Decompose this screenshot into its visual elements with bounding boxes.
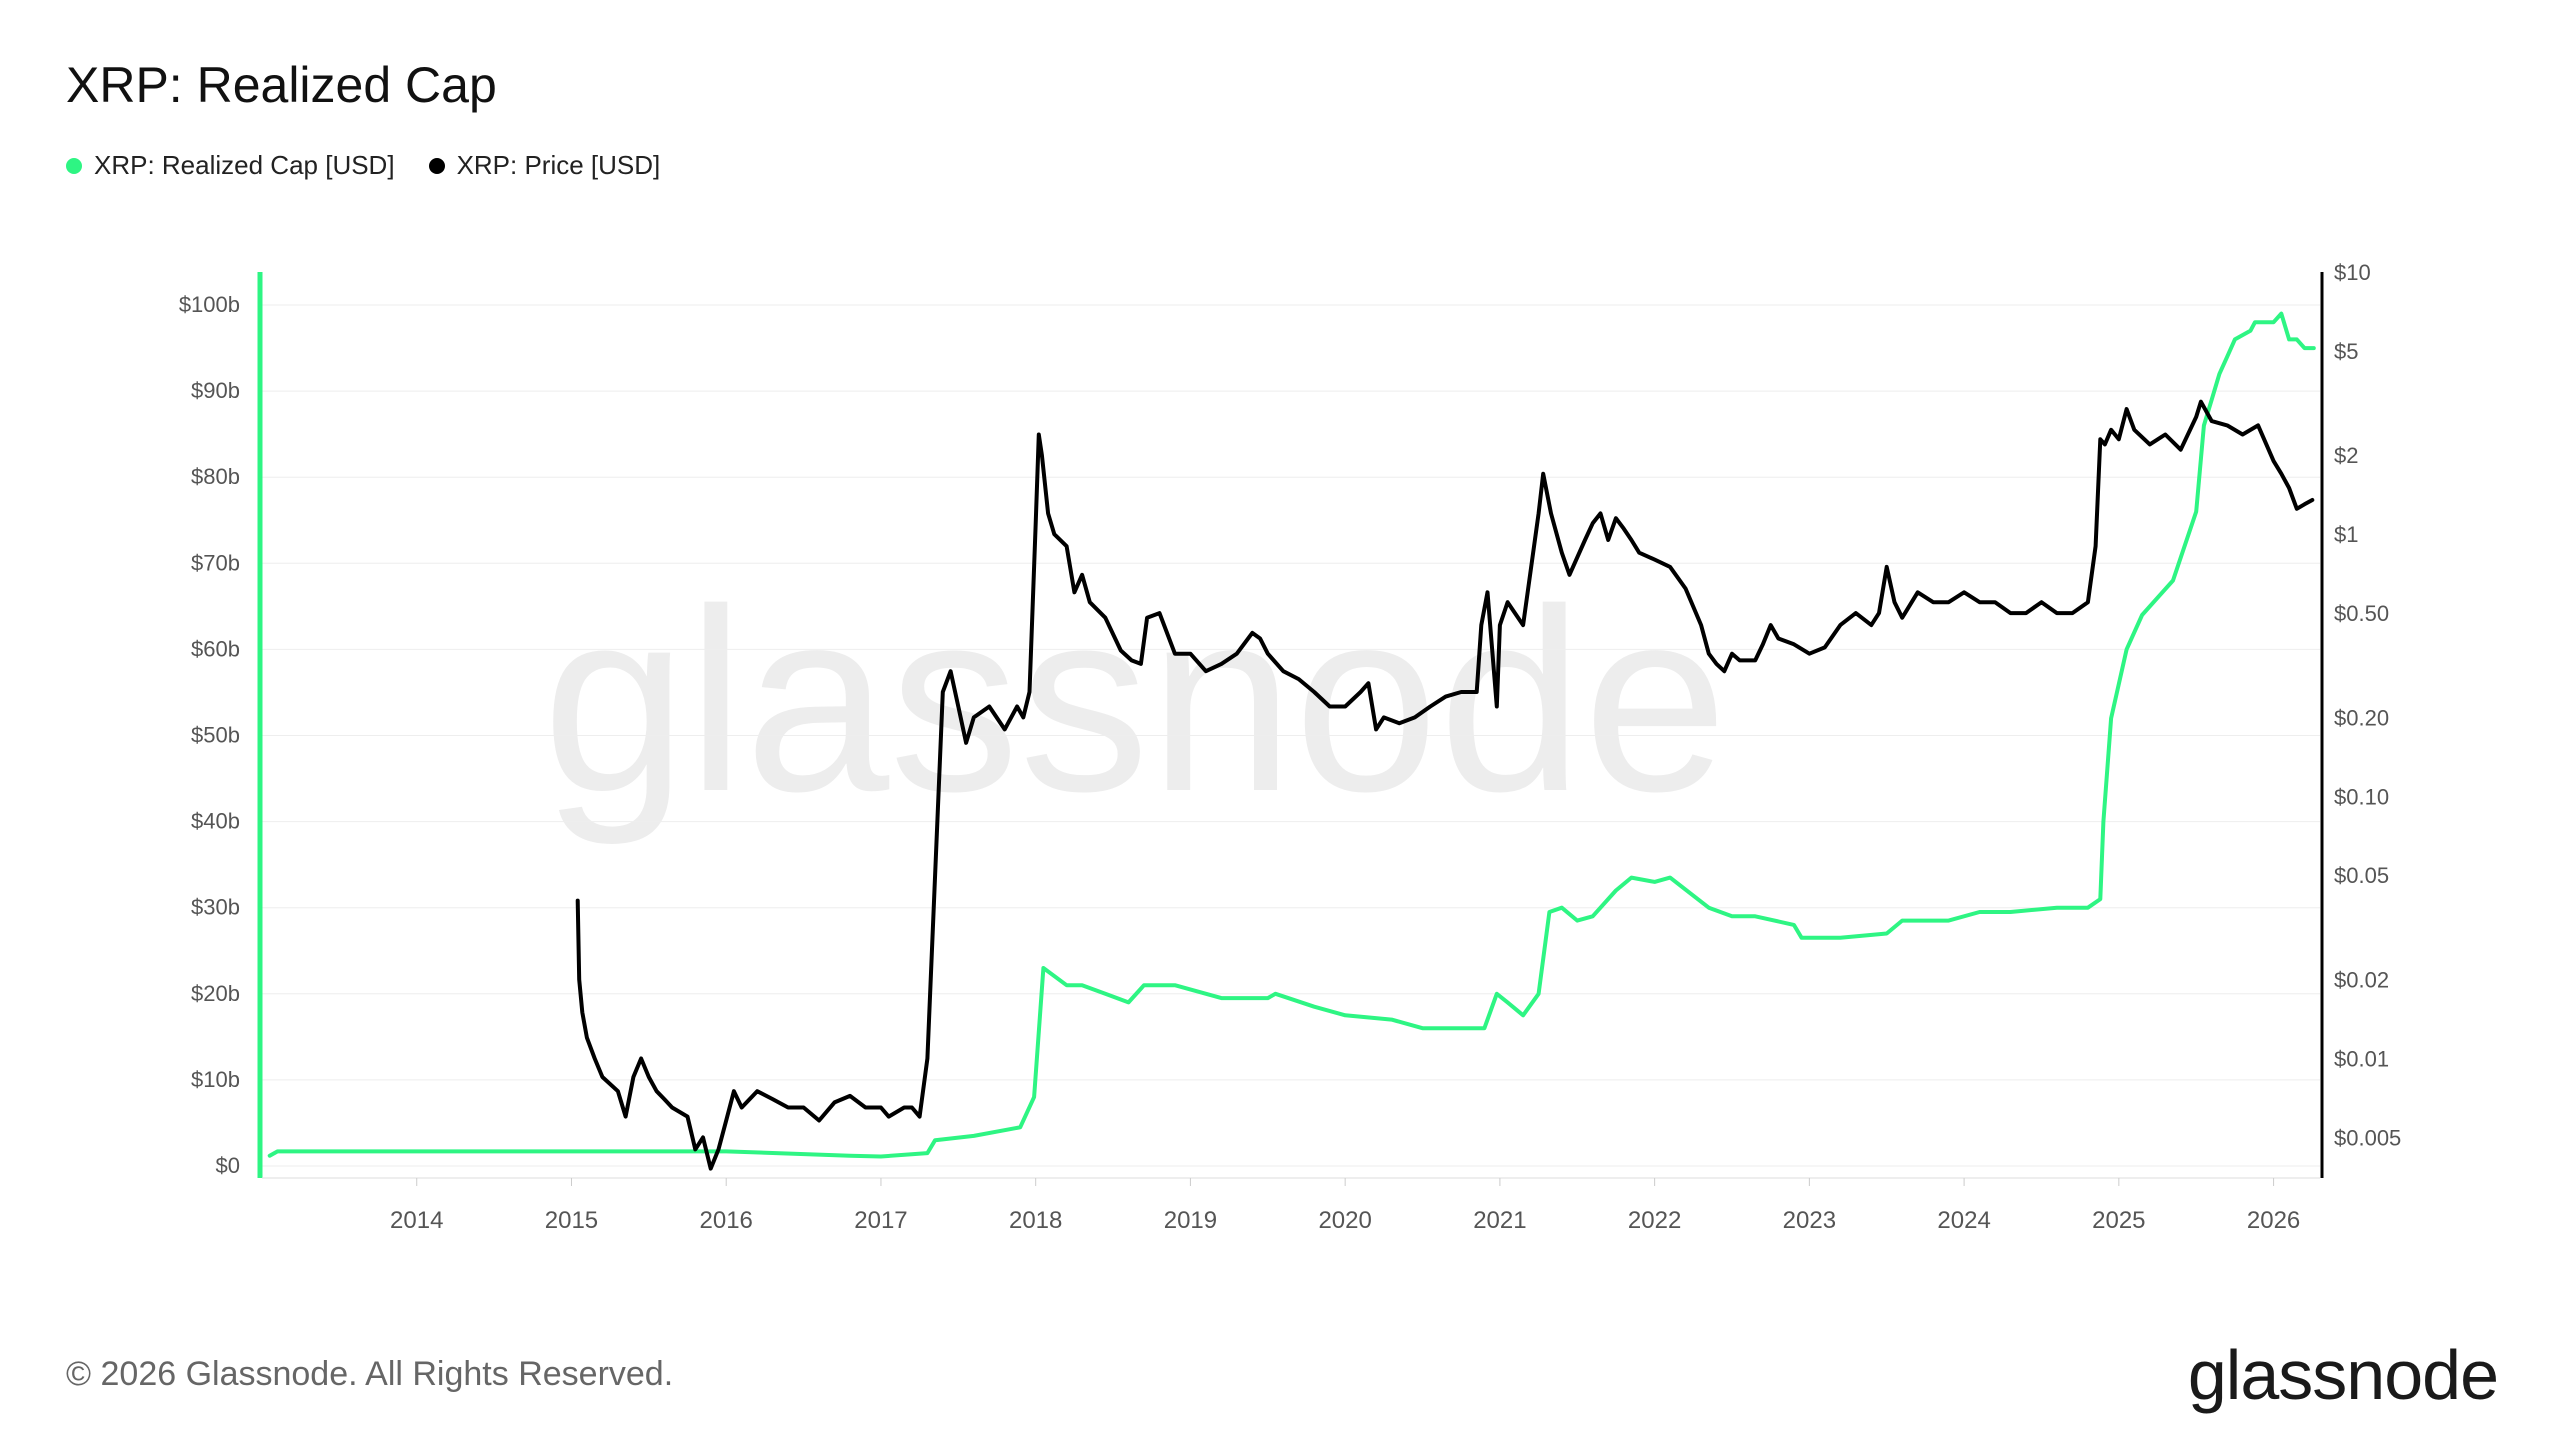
y-right-tick-label: $2 [2334,443,2358,468]
chart-title: XRP: Realized Cap [66,57,497,113]
left-axis: $0 $10b $20b $30b $40b $50b $60b $70b $80b $90b $1… [179,272,263,1178]
legend-item-realized-cap[interactable]: XRP: Realized Cap [USD] [66,150,395,181]
y-left-tick-label: $60b [191,636,240,661]
right-axis: $0.005 $0.01 $0.02 $0.05 $0.10 $0.20 $0.50 $1 $2… [2320,260,2401,1178]
x-tick-label: 2021 [1473,1207,1526,1234]
series-layer [267,311,2316,1171]
x-tick-label: 2023 [1783,1207,1836,1234]
y-right-tick-label: $5 [2334,339,2358,364]
x-tick-label: 2015 [545,1207,598,1234]
price-line [575,399,2315,1171]
y-left-tick-label: $50b [191,723,240,748]
x-tick-label: 2016 [700,1207,753,1234]
realized-cap-swatch-icon [66,157,82,174]
x-tick-label: 2017 [854,1207,907,1234]
legend-item-price[interactable]: XRP: Price [USD] [428,150,661,181]
copyright-footer: © 2026 Glassnode. All Rights Reserved. [66,1355,674,1393]
grid-lines [262,304,2320,1167]
x-tick-label: 2019 [1164,1207,1217,1234]
x-tick-label: 2026 [2247,1207,2300,1234]
x-tick-label: 2018 [1009,1207,1062,1234]
x-tick-label: 2020 [1318,1207,1371,1234]
x-tick-label: 2022 [1628,1207,1681,1234]
legend-label-price: XRP: Price [USD] [456,150,661,180]
y-left-tick-label: $80b [191,464,240,489]
y-left-tick-label: $100b [179,292,240,317]
y-right-tick-label: $0.005 [2334,1125,2401,1150]
y-left-tick-label: $20b [191,981,240,1006]
y-right-tick-label: $10 [2334,260,2371,285]
y-right-tick-label: $0.10 [2334,784,2389,809]
y-left-tick-label: $40b [191,809,240,834]
x-tick-label: 2024 [1937,1207,1990,1234]
realized-cap-line [267,311,2316,1159]
price-swatch-icon [428,157,445,174]
y-right-tick-label: $0.05 [2334,863,2389,888]
watermark-text: glassnode [542,556,1727,847]
y-left-tick-label: $30b [191,895,240,920]
y-right-tick-label: $0.20 [2334,705,2389,730]
glassnode-logo[interactable]: glassnode [2187,1336,2499,1414]
y-left-tick-label: $10b [191,1067,240,1092]
y-right-tick-label: $0.02 [2334,968,2389,993]
x-tick-label: 2025 [2092,1207,2145,1234]
y-left-tick-label: $90b [191,378,240,403]
y-right-tick-label: $0.01 [2334,1046,2389,1071]
y-right-tick-label: $1 [2334,522,2358,547]
y-left-tick-label: $0 [216,1153,240,1178]
legend-label-realized-cap: XRP: Realized Cap [USD] [94,150,395,180]
x-axis: 2014 2015 2016 2017 2018 2019 2020 2021 2022 2023… [262,1177,2320,1234]
y-left-tick-label: $70b [191,550,240,575]
legend: XRP: Realized Cap [USD] XRP: Price [USD] [66,150,660,181]
y-right-tick-label: $0.50 [2334,601,2389,626]
x-tick-label: 2014 [390,1207,443,1234]
